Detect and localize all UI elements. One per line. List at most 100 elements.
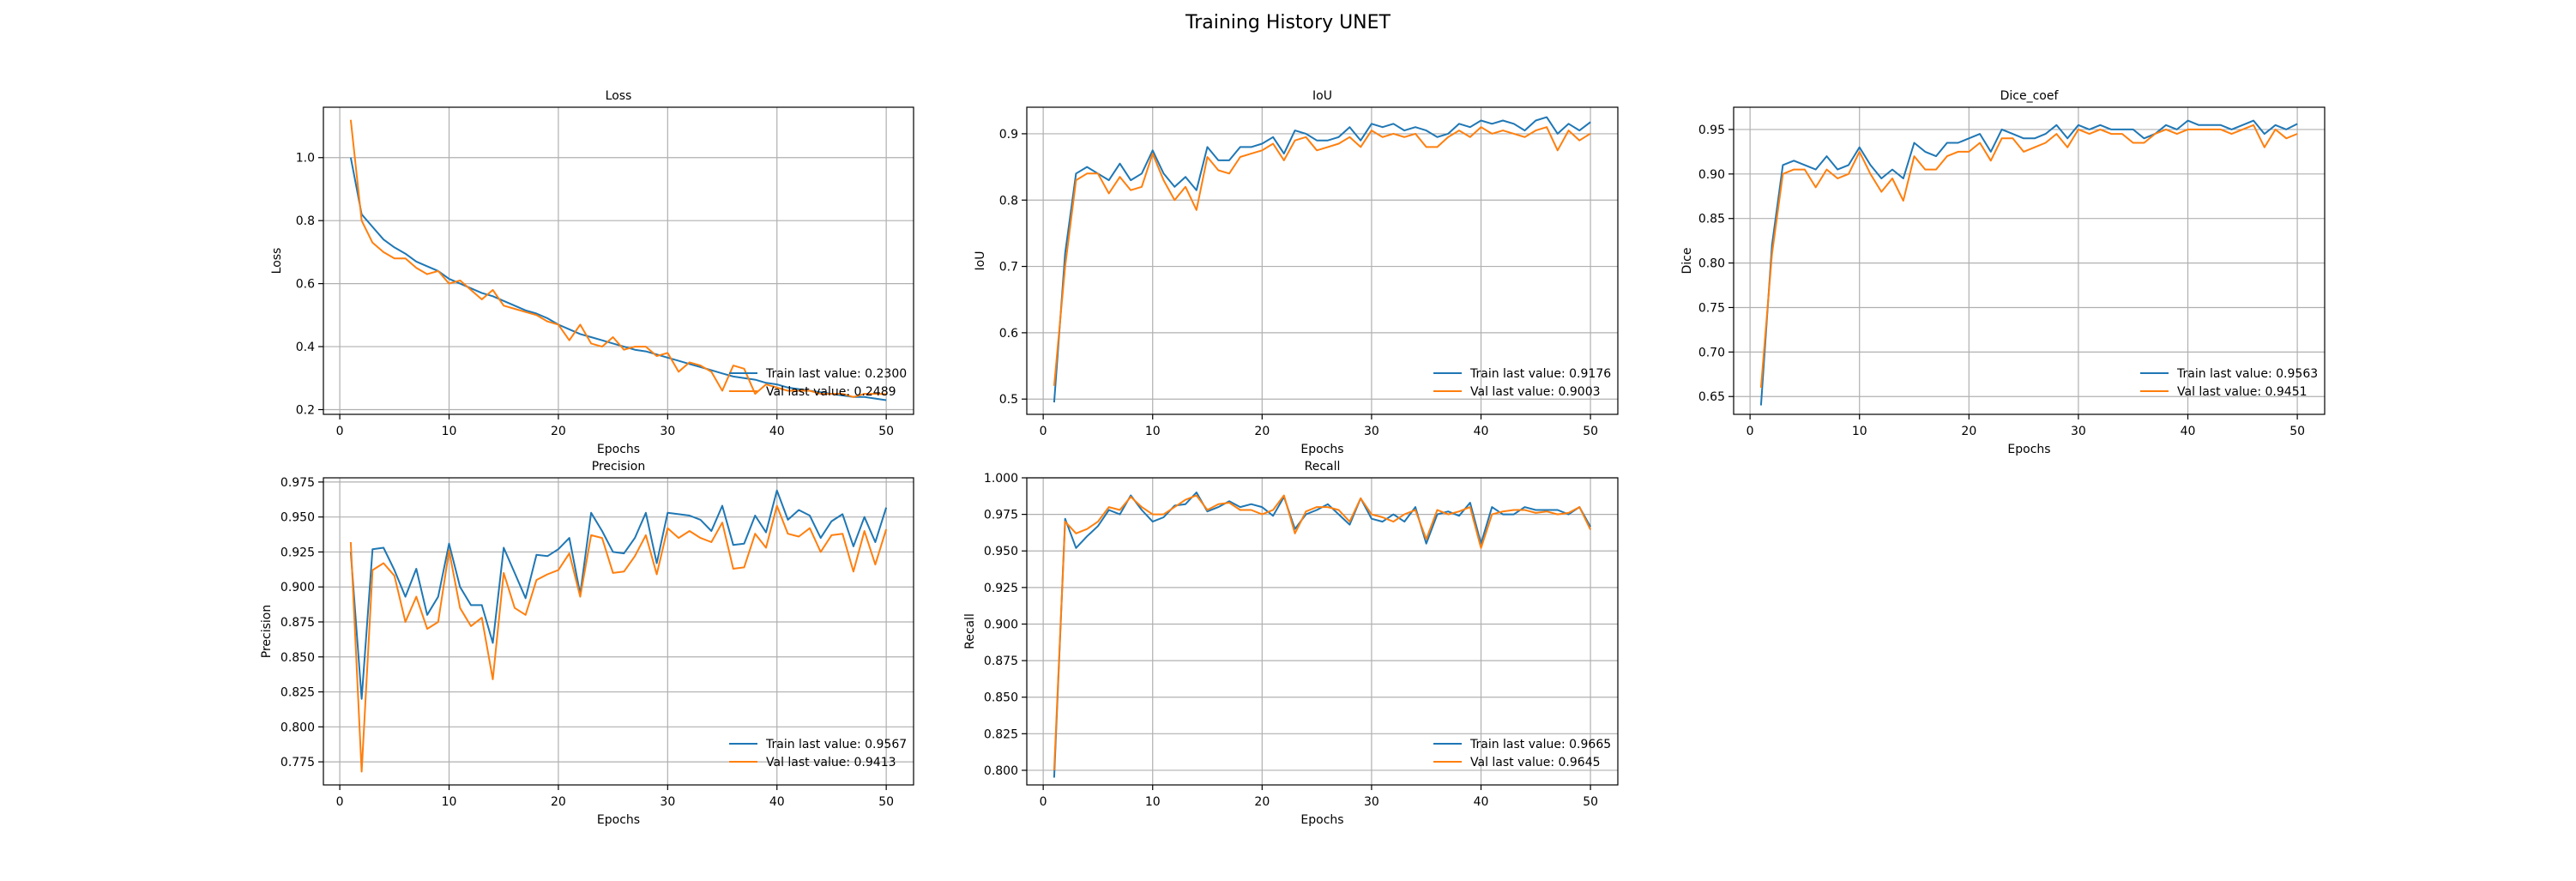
x-tick-label: 40: [1474, 795, 1489, 809]
val-series-line: [1053, 126, 1591, 386]
axes-frame: [1026, 106, 1619, 415]
legend-train-label: Train last value: 0.9563: [2176, 367, 2318, 381]
subplot-iou: 0 10 20 30 40 50 0.5 0.6 0.7 0.8 0.9 IoU Epochs IoU Tr…: [974, 89, 1619, 456]
x-tick-label: 20: [1254, 425, 1270, 438]
legend-val-label: Val last value: 0.9451: [2177, 385, 2308, 399]
x-tick-label: 20: [1254, 795, 1270, 809]
legend-val-label: Val last value: 0.9645: [1470, 756, 1601, 769]
subplot-title: Precision: [592, 460, 645, 474]
x-tick-label: 0: [336, 795, 344, 809]
subplot-title: Dice_coef: [2000, 89, 2060, 103]
x-tick-label: 40: [1474, 425, 1489, 438]
y-tick-label: 0.875: [281, 616, 315, 630]
x-tick-label: 30: [1364, 795, 1379, 809]
y-axis-label: Dice: [1680, 248, 1694, 275]
subplot-recall: 0 10 20 30 40 50 0.800 0.825 0.850 0.875 0.900 0.92…: [963, 460, 1619, 827]
train-series-line: [1759, 119, 2298, 406]
x-tick-label: 10: [1145, 795, 1161, 809]
subplot-precision: 0 10 20 30 40 50 0.775 0.800 0.825 0.850 0.875 0.90…: [260, 460, 914, 827]
x-tick-label: 20: [1961, 425, 1976, 438]
y-axis-label: IoU: [974, 251, 987, 271]
axes-frame: [323, 477, 914, 786]
y-tick-label: 0.850: [984, 691, 1018, 705]
y-tick-label: 0.800: [984, 764, 1018, 778]
x-tick-label: 50: [2289, 425, 2305, 438]
x-tick-label: 30: [660, 425, 675, 438]
x-tick-label: 0: [1040, 425, 1047, 438]
train-series-line: [349, 157, 887, 401]
y-tick-label: 0.950: [281, 511, 315, 525]
val-series-line: [1759, 124, 2298, 388]
y-tick-label: 0.6: [999, 327, 1018, 341]
x-tick-label: 0: [336, 425, 344, 438]
x-axis-label: Epochs: [2007, 443, 2050, 456]
axes-frame: [323, 106, 914, 415]
y-tick-label: 1.000: [984, 472, 1018, 486]
x-tick-label: 10: [442, 425, 457, 438]
legend: Train last value: 0.9665 Val last value: …: [1433, 738, 1611, 769]
subplot-dice_coef: 0 10 20 30 40 50 0.65 0.70 0.75 0.80 0.85 0.90 0.95 D…: [1680, 89, 2326, 456]
val-series-line: [1053, 494, 1591, 771]
y-tick-label: 1.0: [296, 152, 315, 166]
y-tick-label: 0.800: [281, 721, 315, 734]
y-tick-label: 0.825: [281, 686, 315, 700]
x-axis-label: Epochs: [597, 813, 640, 827]
x-tick-label: 50: [1583, 795, 1598, 809]
legend-train-label: Train last value: 0.9665: [1469, 738, 1611, 751]
val-series-line: [349, 119, 887, 398]
y-tick-label: 0.65: [1698, 390, 1725, 404]
y-tick-label: 0.775: [281, 756, 315, 769]
y-tick-label: 0.925: [984, 582, 1018, 595]
y-tick-label: 0.950: [984, 545, 1018, 558]
legend: Train last value: 0.2300 Val last value: …: [729, 367, 907, 399]
x-tick-label: 50: [878, 425, 894, 438]
y-axis-label: Recall: [963, 613, 977, 649]
legend: Train last value: 0.9567 Val last value: …: [729, 738, 907, 769]
x-tick-label: 20: [551, 425, 566, 438]
x-axis-label: Epochs: [1300, 813, 1343, 827]
legend-train-label: Train last value: 0.2300: [765, 367, 907, 381]
axes-frame: [1026, 477, 1619, 786]
y-tick-label: 0.825: [984, 727, 1018, 741]
x-axis-label: Epochs: [597, 443, 640, 456]
y-tick-label: 0.5: [999, 393, 1018, 407]
train-series-line: [1053, 116, 1591, 403]
legend-train-label: Train last value: 0.9176: [1469, 367, 1611, 381]
x-axis-label: Epochs: [1300, 443, 1343, 456]
x-tick-label: 40: [2181, 425, 2196, 438]
x-tick-label: 50: [1583, 425, 1598, 438]
legend-train-label: Train last value: 0.9567: [765, 738, 907, 751]
y-tick-label: 0.9: [999, 128, 1018, 142]
subplot-title: Recall: [1305, 460, 1341, 474]
x-tick-label: 30: [660, 795, 675, 809]
y-tick-label: 0.90: [1698, 168, 1725, 182]
y-tick-label: 0.8: [296, 214, 315, 228]
x-tick-label: 10: [442, 795, 457, 809]
train-series-line: [1053, 492, 1591, 778]
y-tick-label: 0.900: [281, 581, 315, 594]
legend-val-label: Val last value: 0.9003: [1470, 385, 1601, 399]
y-tick-label: 0.4: [296, 341, 315, 354]
y-tick-label: 0.8: [999, 194, 1018, 208]
x-tick-label: 0: [1040, 795, 1047, 809]
y-tick-label: 0.850: [281, 651, 315, 665]
y-tick-label: 0.925: [281, 546, 315, 559]
legend: Train last value: 0.9563 Val last value: …: [2140, 367, 2318, 399]
y-tick-label: 0.70: [1698, 346, 1725, 359]
x-tick-label: 30: [2071, 425, 2086, 438]
y-tick-label: 0.75: [1698, 301, 1725, 315]
x-tick-label: 10: [1145, 425, 1161, 438]
legend-val-label: Val last value: 0.9413: [766, 756, 896, 769]
train-series-line: [349, 489, 888, 700]
subplot-title: IoU: [1312, 89, 1332, 103]
subplot-loss: 0 10 20 30 40 50 0.2 0.4 0.6 0.8 1.0 Loss Epochs Loss…: [270, 89, 914, 456]
y-tick-label: 0.875: [984, 655, 1018, 668]
y-tick-label: 0.6: [296, 278, 315, 292]
x-tick-label: 30: [1364, 425, 1379, 438]
y-tick-label: 0.900: [984, 618, 1018, 631]
y-tick-label: 0.85: [1698, 213, 1725, 226]
legend: Train last value: 0.9176 Val last value: …: [1433, 367, 1611, 399]
y-tick-label: 0.975: [984, 509, 1018, 522]
x-tick-label: 40: [769, 795, 785, 809]
